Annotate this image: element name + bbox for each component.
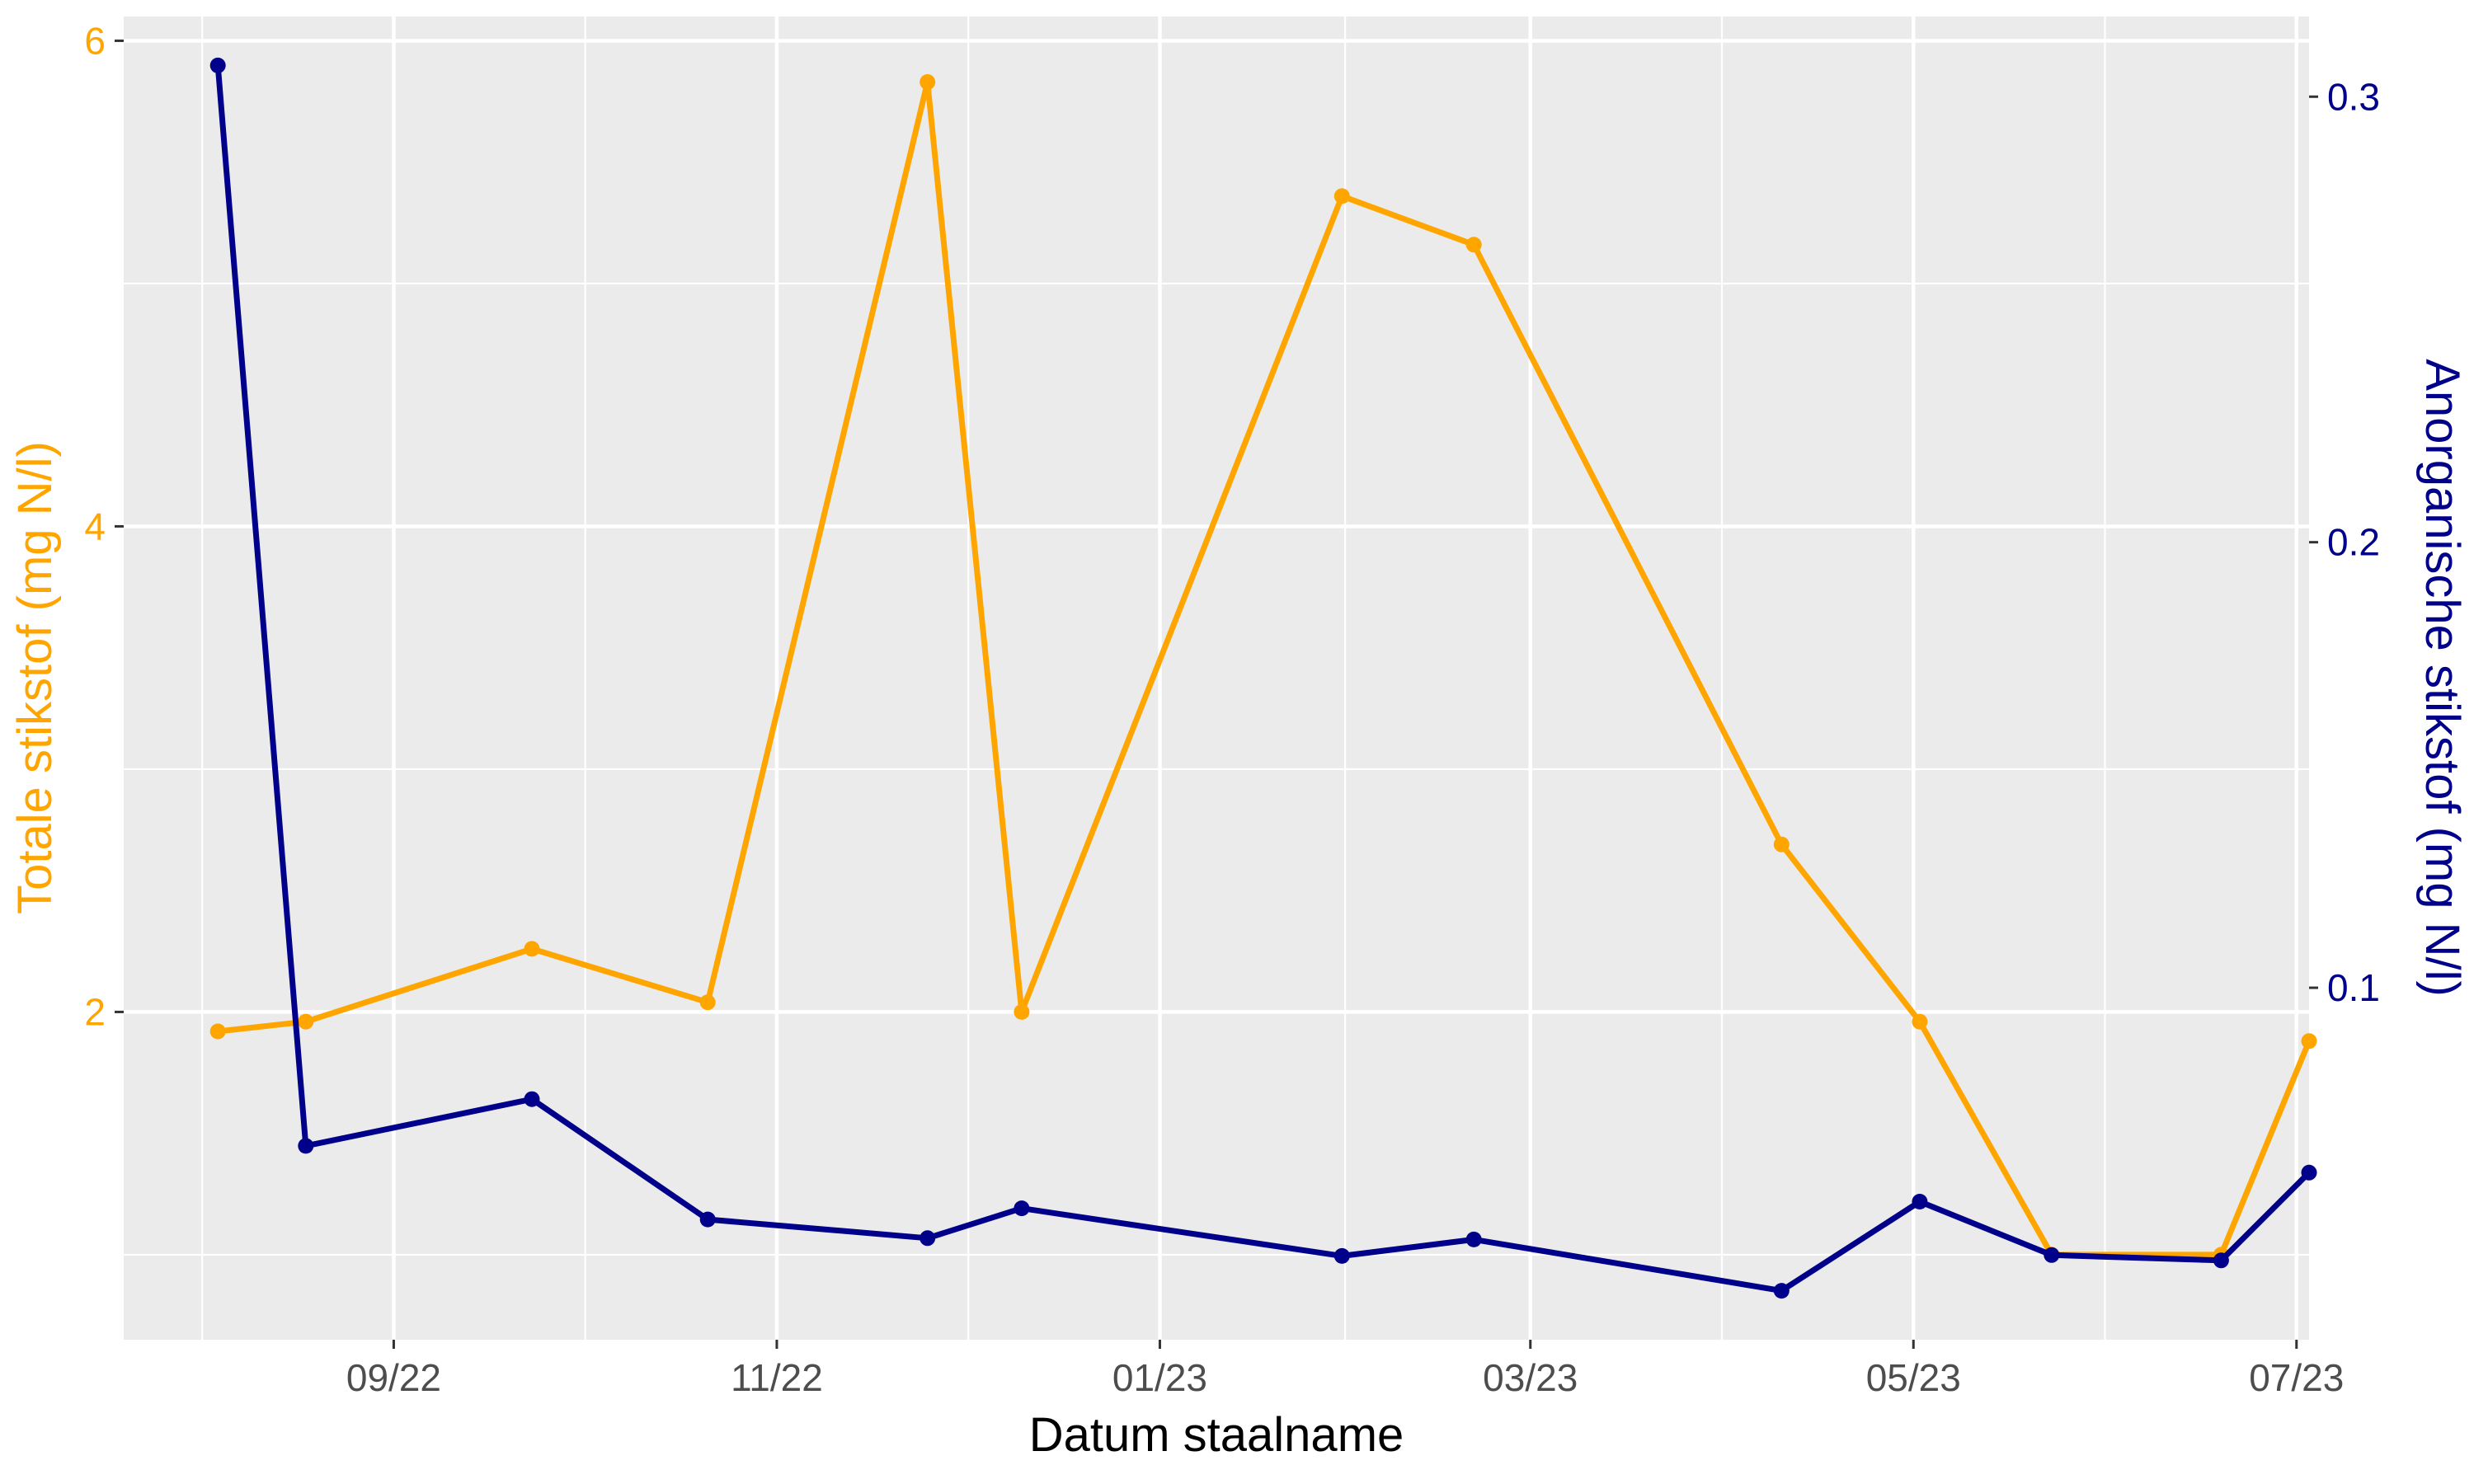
data-point <box>2213 1252 2229 1269</box>
x-tick-label: 09/22 <box>346 1356 441 1399</box>
x-tick-label: 03/23 <box>1483 1356 1578 1399</box>
data-point <box>699 1211 716 1228</box>
y-left-tick-label: 2 <box>84 990 106 1033</box>
data-point <box>1465 237 1482 253</box>
data-point <box>699 994 716 1011</box>
data-point <box>920 1230 936 1247</box>
x-tick-label: 05/23 <box>1866 1356 1961 1399</box>
data-point <box>298 1013 314 1030</box>
y-right-tick-label: 0.2 <box>2327 521 2380 564</box>
data-point <box>1773 836 1790 852</box>
x-tick-label: 11/22 <box>731 1356 823 1399</box>
data-point <box>1014 1003 1030 1020</box>
grid-major <box>124 16 2309 1340</box>
data-point <box>1773 1283 1790 1299</box>
x-tick-label: 07/23 <box>2249 1356 2344 1399</box>
y-axis-left: 2 4 6 <box>84 19 124 1033</box>
y-axis-right: 0.1 0.2 0.3 <box>2309 75 2380 1009</box>
data-point <box>2044 1247 2060 1263</box>
x-tick-label: 01/23 <box>1112 1356 1207 1399</box>
data-point <box>2301 1164 2317 1181</box>
plot-panel <box>124 16 2309 1340</box>
y-right-tick-label: 0.3 <box>2327 75 2380 118</box>
data-point <box>524 1091 540 1107</box>
y-right-tick-label: 0.1 <box>2327 966 2380 1009</box>
data-point <box>920 74 936 90</box>
series-layer <box>209 57 2317 1299</box>
data-point <box>298 1138 314 1154</box>
y-axis-left-title: Totale stikstof (mg N/l) <box>8 441 62 914</box>
x-axis: 09/22 11/22 01/23 03/23 05/23 07/23 <box>346 1340 2344 1399</box>
x-axis-title: Datum staalname <box>1029 1408 1404 1462</box>
data-point <box>1333 188 1350 204</box>
data-point <box>1333 1247 1350 1264</box>
data-point <box>524 941 540 957</box>
y-axis-right-title: Anorganische stikstof (mg N/l) <box>2415 359 2469 997</box>
data-point <box>209 1023 226 1040</box>
grid-minor <box>124 16 2309 1340</box>
data-point <box>209 57 226 73</box>
data-point <box>1465 1231 1482 1247</box>
data-point <box>1912 1013 1928 1030</box>
y-left-tick-label: 6 <box>84 19 106 62</box>
data-point <box>1912 1194 1928 1209</box>
data-point <box>1014 1200 1030 1217</box>
data-point <box>2301 1033 2317 1050</box>
y-left-tick-label: 4 <box>84 505 106 547</box>
